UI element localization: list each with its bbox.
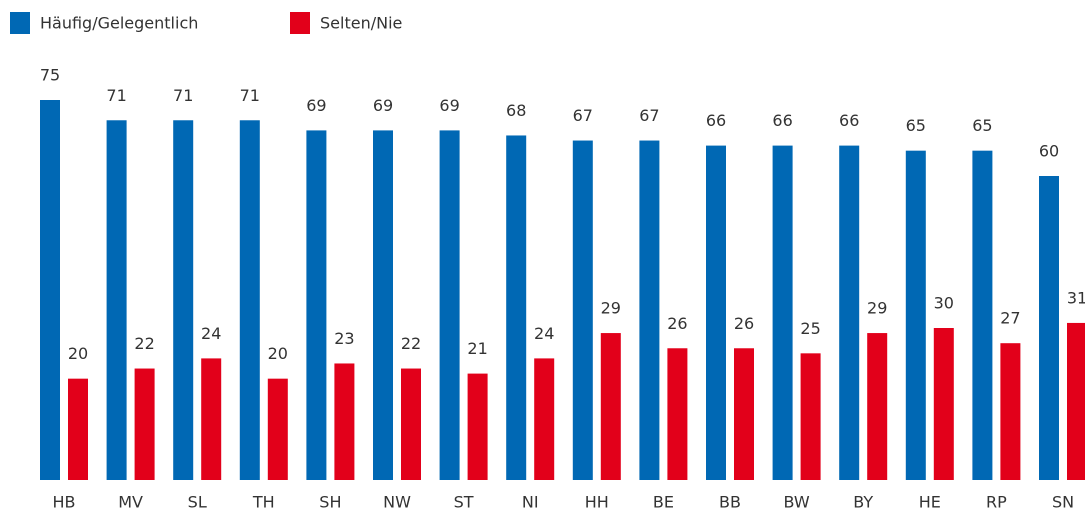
- bar: [106, 120, 127, 481]
- x-tick-label: RP: [986, 493, 1007, 512]
- data-label: 22: [134, 334, 154, 353]
- bar: [639, 140, 660, 481]
- bar: [534, 358, 555, 480]
- data-label: 20: [268, 344, 288, 363]
- data-label: 66: [706, 111, 726, 130]
- data-label: 25: [800, 319, 820, 338]
- bar: [373, 130, 393, 480]
- legend-swatch: [290, 12, 310, 34]
- bar: [667, 348, 688, 480]
- bar: [201, 358, 222, 480]
- bar: [933, 328, 954, 480]
- data-label: 69: [373, 96, 393, 115]
- x-tick-label: NI: [522, 493, 539, 512]
- data-label: 24: [534, 324, 554, 343]
- data-label: 26: [667, 314, 687, 333]
- bar: [839, 145, 860, 480]
- data-label: 67: [573, 106, 593, 125]
- data-label: 75: [40, 66, 60, 85]
- bar: [867, 333, 888, 480]
- bar: [1000, 343, 1021, 480]
- x-tick-label: HB: [52, 493, 75, 512]
- x-tick-label: ST: [454, 493, 474, 512]
- data-label: 65: [906, 116, 926, 135]
- data-label: 66: [839, 111, 859, 130]
- legend-label: Häufig/Gelegentlich: [40, 14, 198, 33]
- data-label: 24: [201, 324, 221, 343]
- data-label: 66: [772, 111, 792, 130]
- data-label: 30: [934, 294, 954, 313]
- data-label: 31: [1067, 288, 1085, 307]
- bar: [905, 150, 926, 480]
- x-tick-label: SN: [1052, 493, 1074, 512]
- data-label: 29: [601, 299, 621, 318]
- bar: [972, 150, 993, 480]
- x-tick-label: MV: [118, 493, 143, 512]
- x-tick-label: SH: [319, 493, 341, 512]
- legend-label: Selten/Nie: [320, 14, 402, 33]
- bar: [68, 378, 88, 480]
- x-tick-label: HH: [585, 493, 609, 512]
- x-tick-label: BY: [853, 493, 873, 512]
- bar: [173, 120, 194, 481]
- data-label: 21: [467, 339, 487, 358]
- x-tick-label: TH: [252, 493, 275, 512]
- data-label: 69: [439, 96, 459, 115]
- bar: [306, 130, 327, 480]
- data-label: 23: [334, 329, 354, 348]
- x-tick-label: HE: [919, 493, 941, 512]
- bar: [134, 368, 155, 480]
- bar: [1067, 322, 1085, 480]
- data-label: 68: [506, 101, 526, 120]
- bar: [40, 100, 60, 480]
- data-label: 20: [68, 344, 88, 363]
- bar: [439, 130, 460, 480]
- x-tick-label: NW: [383, 493, 411, 512]
- data-label: 69: [306, 96, 326, 115]
- x-tick-label: BB: [719, 493, 741, 512]
- bar: [467, 373, 488, 480]
- data-label: 22: [401, 334, 421, 353]
- bar: [772, 145, 793, 480]
- data-label: 60: [1039, 142, 1059, 161]
- bar: [734, 348, 754, 480]
- bar: [506, 135, 527, 480]
- x-tick-label: SL: [188, 493, 207, 512]
- bar: [1039, 176, 1059, 480]
- data-label: 71: [240, 86, 260, 105]
- data-label: 71: [173, 86, 193, 105]
- bar: [572, 140, 593, 481]
- data-label: 67: [639, 106, 659, 125]
- data-label: 65: [972, 116, 992, 135]
- x-tick-label: BW: [783, 493, 809, 512]
- bar: [600, 333, 621, 480]
- bar: [334, 363, 355, 480]
- legend-swatch: [10, 12, 30, 34]
- data-label: 26: [734, 314, 754, 333]
- bar: [800, 353, 821, 480]
- bar: [267, 378, 288, 480]
- bar: [706, 145, 726, 480]
- data-label: 71: [106, 86, 126, 105]
- bar: [401, 368, 421, 480]
- data-label: 27: [1000, 309, 1020, 328]
- x-tick-label: BE: [653, 493, 674, 512]
- bar: [239, 120, 260, 481]
- data-label: 29: [867, 299, 887, 318]
